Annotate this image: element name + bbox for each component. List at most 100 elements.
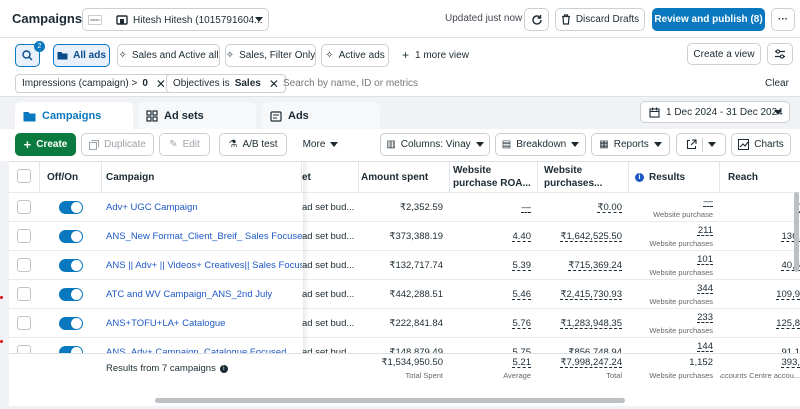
edit-button[interactable]: ✎ Edit — [159, 133, 210, 156]
header-results[interactable]: i Results — [629, 162, 720, 192]
campaign-name-link[interactable]: ANS_Adv+ Campaign_Catalogue Focused — [106, 347, 302, 358]
ab-test-button[interactable]: ⚗ A/B test — [219, 133, 287, 156]
create-button[interactable]: + Create — [15, 133, 76, 156]
horizontal-scrollbar[interactable] — [155, 398, 625, 403]
tab-campaigns[interactable]: Campaigns — [15, 102, 133, 130]
reach-value: 109,9 — [776, 289, 800, 300]
charts-button[interactable]: Charts — [731, 133, 791, 156]
folder-icon — [57, 52, 68, 60]
header-reach[interactable]: Reach — [720, 162, 800, 192]
filter-search-input[interactable]: Search by name, ID or metrics — [283, 78, 419, 89]
view-chip-sales-filter-only[interactable]: ✧ Sales, Filter Only — [225, 44, 316, 67]
plus-icon: + — [402, 48, 410, 62]
table-row[interactable]: ANS_New Format_Client_Breif_ Sales Focus… — [9, 221, 800, 250]
budget-cell: ad set bud... — [302, 193, 359, 222]
export-button[interactable] — [676, 133, 726, 156]
roas-cell: 5.46 — [450, 280, 538, 309]
more-views-link[interactable]: + 1 more view — [402, 48, 469, 62]
ad-icon — [270, 110, 282, 122]
campaign-name-link[interactable]: ANS || Adv+ || Videos+ Creatives|| Sales… — [106, 260, 302, 271]
row-checkbox[interactable] — [17, 200, 31, 214]
date-range-picker[interactable]: 1 Dec 2024 - 31 Dec 2024 — [640, 101, 790, 123]
header-budget[interactable]: et — [302, 162, 359, 192]
view-chip-active-ads[interactable]: ✧ Active ads — [321, 44, 389, 67]
view-chip-sales-active-all[interactable]: ✧ Sales and Active all — [117, 44, 220, 67]
budget-value: ad set bud... — [302, 347, 359, 358]
plus-icon: + — [23, 136, 32, 152]
breakdown-button[interactable]: ▤ Breakdown — [495, 133, 586, 156]
campaign-toggle[interactable] — [59, 201, 83, 214]
breakdown-label: Breakdown — [516, 139, 567, 150]
row-checkbox[interactable] — [17, 316, 31, 330]
campaign-toggle[interactable] — [59, 230, 83, 243]
purchases-value: ₹715,369.24 — [568, 260, 622, 271]
vertical-scrollbar[interactable] — [794, 192, 799, 272]
tab-ads[interactable]: Ads — [262, 102, 380, 130]
clear-filters-button[interactable]: Clear — [765, 78, 789, 89]
view-settings-button[interactable] — [767, 43, 793, 65]
amount-spent-value: ₹2,352.59 — [399, 202, 443, 213]
campaign-name-link[interactable]: ANS+TOFU+LA+ Catalogue — [106, 318, 226, 329]
table-row[interactable]: ANS+TOFU+LA+ Catalogue ad set bud... ₹222,… — [9, 308, 800, 337]
campaign-name-cell: ANS_New Format_Client_Breif_ Sales Focus… — [106, 222, 302, 251]
table-row[interactable]: ATC and WV Campaign_ANS_2nd July ad set b… — [9, 279, 800, 308]
duplicate-button[interactable]: Duplicate — [81, 133, 154, 156]
row-checkbox[interactable] — [17, 287, 31, 301]
account-selector[interactable]: KIRAN Hitesh Hitesh (1015791604... — [82, 8, 269, 31]
columns-button[interactable]: ▥ Columns: Vinay — [380, 133, 490, 156]
header-amount-spent[interactable]: Amount spent — [359, 162, 450, 192]
amount-spent-value: ₹442,288.51 — [389, 289, 443, 300]
campaign-toggle[interactable] — [59, 259, 83, 272]
duplicate-label: Duplicate — [104, 139, 146, 150]
reach-cell: 91,1 — [720, 338, 800, 359]
more-options-button[interactable]: ··· — [771, 8, 795, 31]
budget-value: ad set bud... — [302, 289, 355, 300]
search-button[interactable] — [15, 44, 40, 67]
purchases-value-cell: ₹0.00 — [538, 193, 629, 222]
view-chip-label: Sales and Active all — [131, 50, 219, 61]
header-label: Website — [544, 165, 583, 176]
close-icon[interactable]: ✕ — [155, 76, 166, 91]
table-summary-row: Results from 7 campaigns i ₹1,534,950.50… — [9, 353, 800, 388]
more-actions-button[interactable]: More — [293, 133, 348, 156]
header-website-purchase-roas[interactable]: Website purchase ROA... — [450, 162, 538, 192]
info-icon: i — [219, 364, 228, 373]
results-sub: Website purchases — [649, 297, 713, 306]
row-checkbox[interactable] — [17, 258, 31, 272]
table-row[interactable]: ANS || Adv+ || Videos+ Creatives|| Sales… — [9, 250, 800, 279]
campaign-name-cell: ANS || Adv+ || Videos+ Creatives|| Sales… — [106, 251, 302, 280]
amount-spent-value: ₹132,717.74 — [389, 260, 443, 271]
campaign-toggle[interactable] — [59, 317, 83, 330]
header-label: Campaign — [106, 171, 155, 183]
refresh-icon — [531, 14, 542, 25]
close-icon[interactable]: ✕ — [268, 76, 279, 91]
discard-drafts-button[interactable]: Discard Drafts — [555, 8, 645, 31]
campaign-name-link[interactable]: ANS_New Format_Client_Breif_ Sales Focus… — [106, 231, 302, 242]
campaign-name-link[interactable]: Adv+ UGC Campaign — [106, 202, 198, 213]
chevron-down-icon — [774, 110, 782, 115]
more-views-label: 1 more view — [415, 50, 469, 61]
reports-button[interactable]: ▦ Reports — [591, 133, 670, 156]
row-checkbox[interactable] — [17, 229, 31, 243]
table-row[interactable]: Adv+ UGC Campaign ad set bud... ₹2,352.59 —… — [9, 192, 800, 221]
purchases-value: ₹1,642,525.50 — [560, 231, 622, 242]
campaign-name-link[interactable]: ATC and WV Campaign_ANS_2nd July — [106, 289, 273, 300]
tab-ad-sets[interactable]: Ad sets — [138, 102, 256, 130]
select-all-checkbox[interactable] — [17, 169, 31, 183]
create-view-button[interactable]: Create a view — [687, 43, 761, 65]
refresh-button[interactable] — [524, 8, 549, 31]
date-range-label: 1 Dec 2024 - 31 Dec 2024 — [666, 106, 783, 118]
amount-spent-value: ₹373,388.19 — [389, 231, 443, 242]
header-campaign[interactable]: Campaign — [102, 162, 302, 192]
results-cell: 344 Website purchases — [629, 280, 720, 309]
all-ads-chip[interactable]: All ads — [53, 44, 110, 67]
filter-chip-impressions[interactable]: Impressions (campaign) > 0 ✕ — [15, 74, 173, 93]
reach-cell: 125,8 — [720, 309, 800, 338]
header-website-purchases[interactable]: Website purchases... — [538, 162, 629, 192]
filter-chip-objectives[interactable]: Objectives is Sales ✕ — [166, 74, 286, 93]
campaign-toggle[interactable] — [59, 288, 83, 301]
header-offon[interactable]: Off/On — [40, 162, 102, 192]
header-label: Amount spent — [361, 171, 429, 183]
amount-spent-value: ₹148,879.49 — [389, 347, 443, 358]
review-and-publish-button[interactable]: Review and publish (8) — [652, 8, 765, 31]
